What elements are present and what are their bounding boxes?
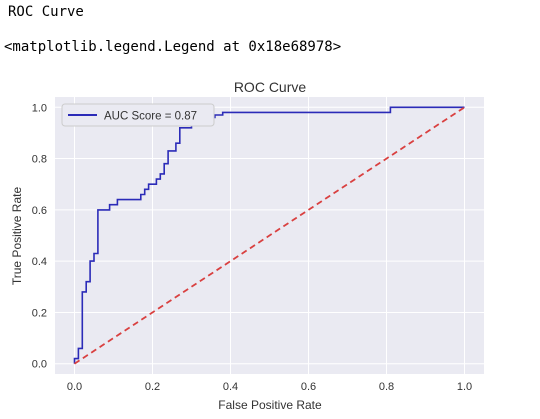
y-tick-label: 0.4 (32, 256, 47, 268)
chart-title: ROC Curve (234, 79, 307, 95)
x-tick-label: 0.0 (67, 381, 82, 393)
y-tick-label: 0.8 (32, 154, 47, 166)
x-tick-label: 0.2 (145, 381, 160, 393)
y-axis-label: True Positive Rate (10, 187, 24, 286)
y-tick-label: 0.6 (32, 205, 47, 217)
x-tick-label: 1.0 (457, 381, 472, 393)
output-legend-repr-text: <matplotlib.legend.Legend at 0x18e68978> (4, 39, 342, 55)
chance-diagonal-line (74, 106, 465, 365)
legend-box (61, 103, 215, 127)
x-tick-label: 0.4 (223, 381, 238, 393)
x-axis-label: False Positive Rate (218, 398, 322, 412)
tick-labels: 0.0 0.2 0.4 0.6 0.8 1.0 0.0 0.2 0.4 0.6 0.8 1.0 (32, 102, 472, 393)
x-tick-label: 0.6 (301, 381, 316, 393)
y-tick-label: 0.0 (32, 359, 47, 371)
y-tick-label: 0.2 (32, 307, 47, 319)
legend: AUC Score = 0.87 (61, 103, 215, 127)
x-tick-label: 0.8 (379, 381, 394, 393)
legend-label: AUC Score = 0.87 (104, 111, 197, 123)
output-title-text: ROC Curve (8, 4, 84, 20)
grid-lines (55, 97, 484, 374)
y-tick-label: 1.0 (32, 102, 47, 114)
